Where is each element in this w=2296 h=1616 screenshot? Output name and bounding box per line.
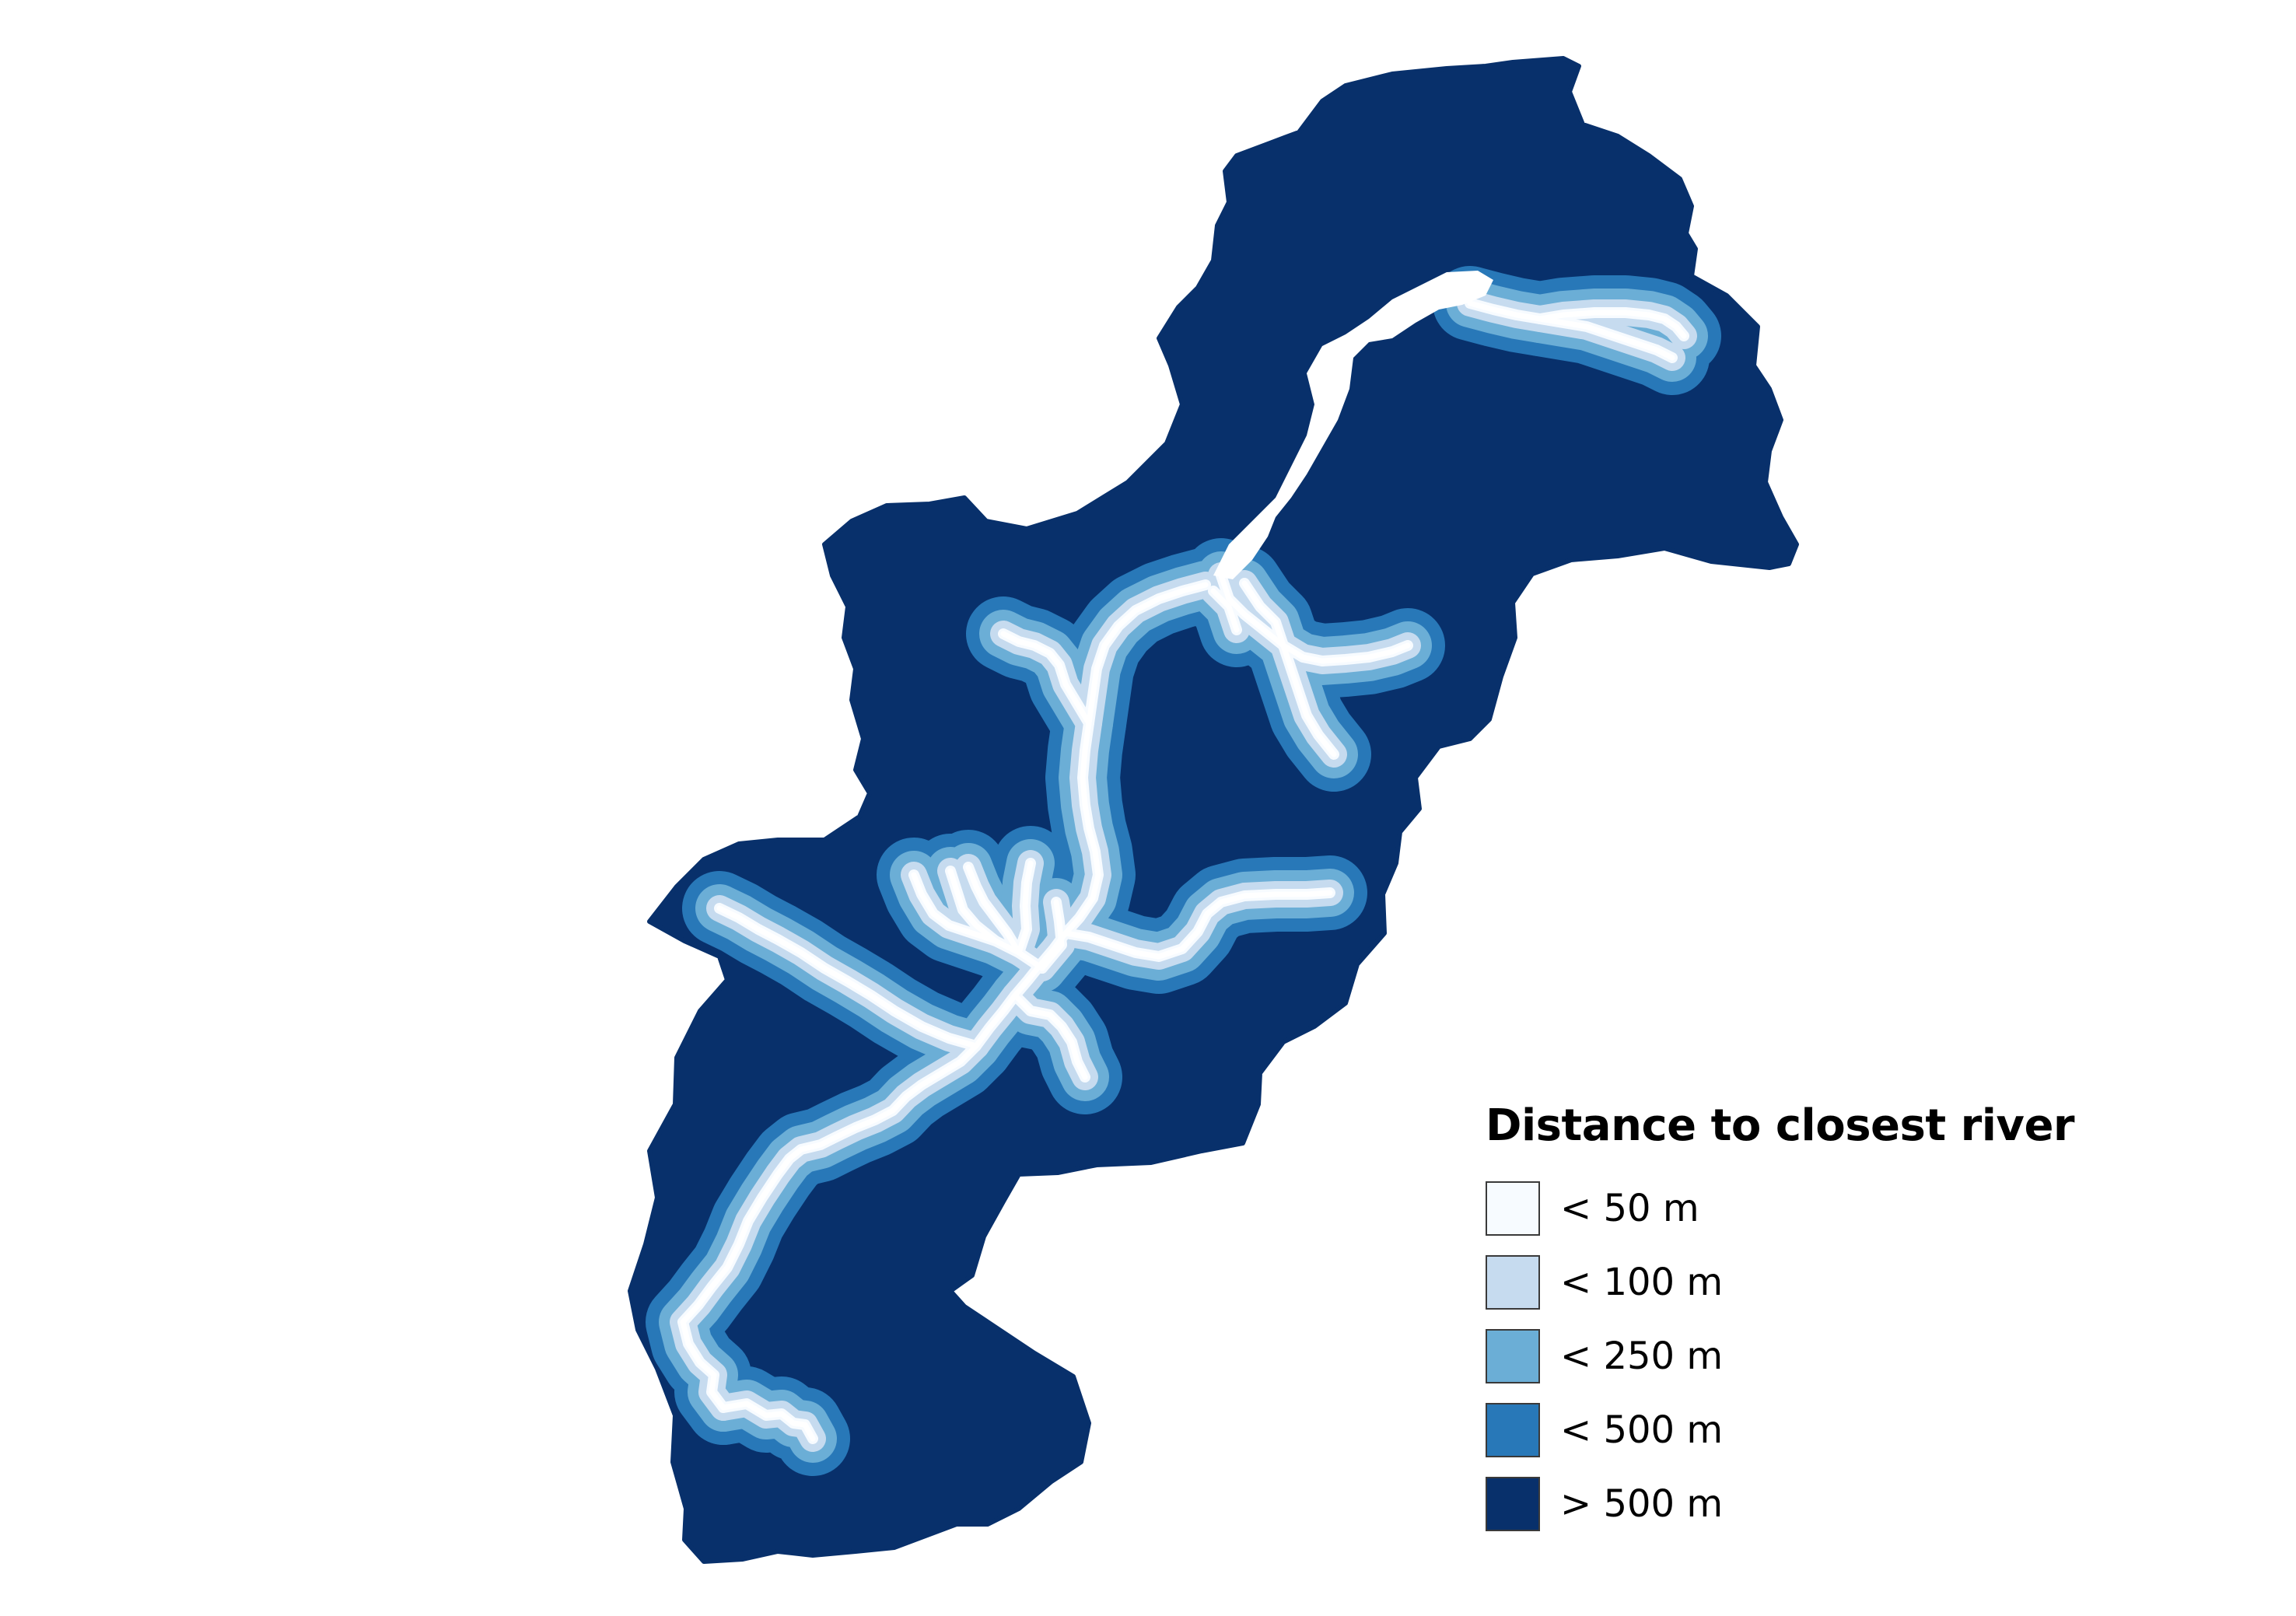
river-line-15 [1537,310,1687,339]
river-line-13 [1210,588,1240,633]
river-line-7 [1039,899,1065,971]
river-line-14 [1467,300,1675,361]
legend-item-lt-250: < 250 m [1486,1328,2074,1384]
map-legend: Distance to closest river < 50 m < 100 m… [1486,1100,2075,1550]
legend-swatch-lt-250 [1486,1329,1540,1383]
legend-label: > 500 m [1560,1482,1724,1526]
river-line-2 [716,905,979,1049]
river-line-11 [1218,572,1411,664]
river-line-4 [965,864,1022,956]
river-buffers [646,266,1721,1476]
legend-label: < 50 m [1560,1187,1699,1230]
basin-area [628,56,1799,1564]
legend-title: Distance to closest river [1486,1100,2075,1151]
legend-label: < 250 m [1560,1334,1724,1378]
legend-label: < 500 m [1560,1408,1724,1452]
lake-channel [1213,271,1493,579]
legend-item-lt-100: < 100 m [1486,1254,2074,1310]
river-line-5 [947,868,999,944]
legend-swatch-lt-50 [1486,1181,1540,1236]
river-line-8 [1012,992,1088,1080]
river-line-1 [720,1401,816,1442]
river-line-6 [1016,860,1034,956]
basin-fill [628,56,1799,1564]
legend-item-gt-500: > 500 m [1486,1476,2074,1532]
legend-item-lt-50: < 50 m [1486,1181,2074,1236]
legend-label: < 100 m [1560,1261,1724,1304]
legend-item-lt-500: < 500 m [1486,1402,2074,1458]
river-line-10 [1000,631,1092,726]
river-line-9 [1062,890,1333,960]
river-line-12 [1241,580,1337,757]
legend-swatch-gt-500 [1486,1477,1540,1531]
legend-swatch-lt-100 [1486,1255,1540,1310]
legend-swatch-lt-500 [1486,1403,1540,1457]
